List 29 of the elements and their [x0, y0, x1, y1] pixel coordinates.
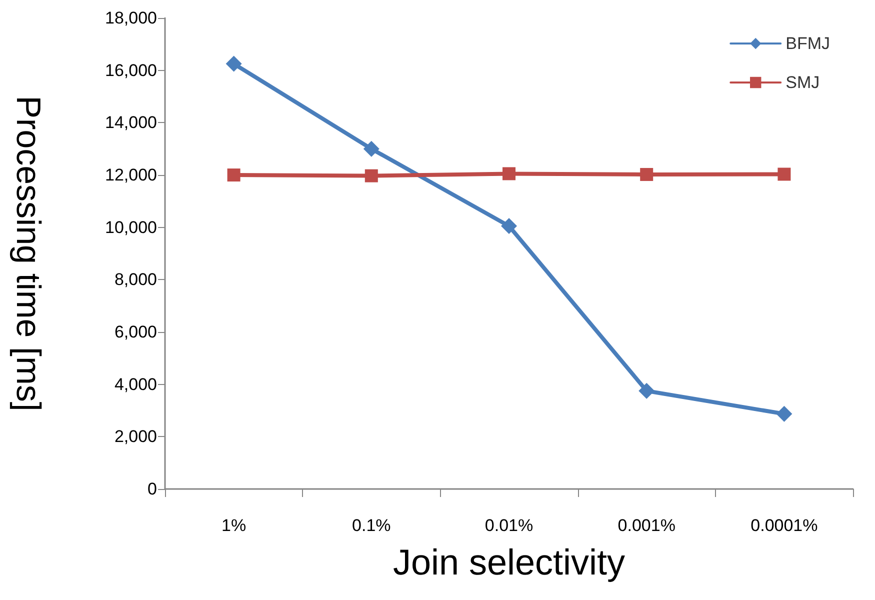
- point: [364, 169, 378, 182]
- y-tick-label: 0: [148, 480, 157, 498]
- y-tick-label: 4,000: [114, 374, 157, 394]
- x-tick-label: 0.1%: [352, 516, 391, 535]
- x-axis-title: Join selectivity: [392, 542, 626, 582]
- y-tick-label: 16,000: [105, 60, 157, 80]
- y-tick-label: 18,000: [105, 8, 157, 28]
- y-tick-label: 2,000: [114, 427, 157, 446]
- x-tick-label: 1%: [222, 516, 246, 535]
- point: [640, 168, 654, 181]
- y-tick-label: 8,000: [114, 270, 157, 290]
- point: [776, 406, 792, 422]
- y-tick-label: 10,000: [105, 218, 157, 237]
- x-tick-label: 0.001%: [618, 516, 676, 535]
- x-tick-label: 0.0001%: [750, 516, 818, 535]
- legend-label: SMJ: [786, 73, 820, 92]
- legend-label: BFMJ: [786, 34, 830, 53]
- point: [227, 168, 240, 182]
- point: [778, 168, 791, 181]
- y-axis-title: Processing time [ms]: [9, 96, 47, 412]
- point: [501, 218, 517, 234]
- x-tick-label: 0.01%: [484, 516, 534, 535]
- y-tick-label: 14,000: [105, 113, 157, 132]
- point: [226, 56, 242, 72]
- point: [363, 140, 380, 157]
- point: [502, 167, 516, 180]
- y-tick-label: 6,000: [114, 322, 157, 342]
- y-tick-label: 12,000: [105, 166, 157, 184]
- point: [638, 382, 655, 399]
